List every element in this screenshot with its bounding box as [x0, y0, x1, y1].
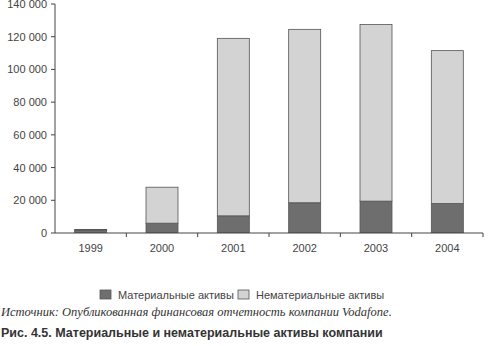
y-tick — [51, 134, 55, 135]
x-tick-label: 1999 — [78, 242, 102, 254]
x-tick — [269, 233, 270, 237]
x-tick-label: 2000 — [150, 242, 174, 254]
x-tick-label: 2004 — [435, 242, 459, 254]
bar-segment — [75, 229, 107, 231]
legend-swatch — [238, 290, 249, 299]
bar-segment — [217, 38, 249, 215]
source-note: Источник: Опубликованная финансовая отче… — [0, 305, 392, 319]
x-tick — [340, 233, 341, 237]
x-tick — [411, 233, 412, 237]
legend-swatch — [100, 290, 111, 299]
y-tick — [51, 4, 55, 5]
y-tick-label: 20 000 — [13, 194, 47, 206]
bar-segment — [217, 216, 249, 233]
y-tick-label: 40 000 — [13, 162, 47, 174]
legend-label: Нематериальные активы — [256, 289, 384, 301]
y-axis-line — [55, 4, 56, 233]
y-tick-label: 80 000 — [13, 96, 47, 108]
chart: 0 20 000 40 000 60 000 80 000 100 000 120 000 1… — [0, 0, 500, 346]
y-tick — [51, 200, 55, 201]
x-tick-label: 2003 — [364, 242, 388, 254]
x-tick-label: 2001 — [221, 242, 245, 254]
y-tick-label: 100 000 — [7, 63, 47, 75]
bar-segment — [289, 29, 321, 202]
y-tick — [51, 233, 55, 234]
bar-segment — [431, 51, 463, 204]
y-tick — [51, 102, 55, 103]
bar-segment — [360, 24, 392, 201]
bar-segment — [146, 223, 178, 233]
bar-segment — [146, 187, 178, 223]
y-tick — [51, 167, 55, 168]
title: Рис. 4.5. Материальные и нематериальные … — [1, 326, 383, 340]
y-tick — [51, 69, 55, 70]
y-tick-label: 140 000 — [7, 0, 47, 10]
y-tick-label: 60 000 — [13, 129, 47, 141]
bar-segment — [360, 201, 392, 233]
y-tick — [51, 36, 55, 37]
x-tick — [483, 233, 484, 237]
x-tick — [197, 233, 198, 237]
legend-label: Материальные активы — [118, 289, 234, 301]
y-tick-label: 120 000 — [7, 31, 47, 43]
bar-segment — [431, 204, 463, 233]
y-tick-label: 0 — [41, 227, 47, 239]
bars — [75, 24, 464, 233]
bar-segment — [289, 203, 321, 233]
x-tick — [126, 233, 127, 237]
x-tick-label: 2002 — [292, 242, 316, 254]
